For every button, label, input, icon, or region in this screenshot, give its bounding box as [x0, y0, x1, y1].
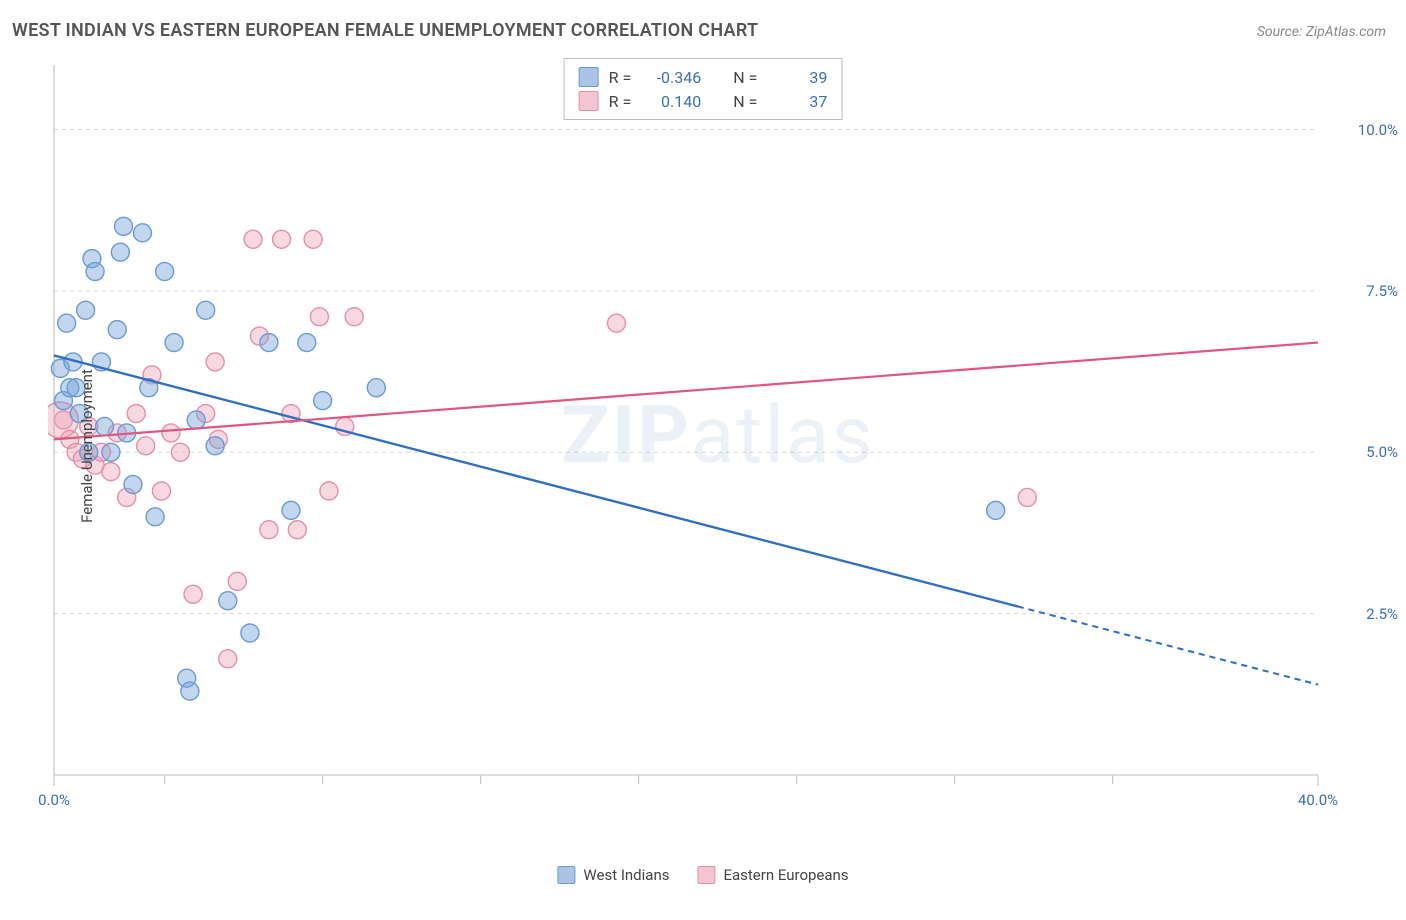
- stats-n-value-eastern-europeans: 37: [767, 92, 827, 111]
- scatter-chart-svg: [48, 55, 1388, 815]
- y-tick-label: 7.5%: [1366, 282, 1398, 300]
- plot-area: ZIPatlas: [48, 55, 1388, 815]
- stats-r-label: R =: [609, 92, 632, 111]
- stats-row-west-indians: R = -0.346 N = 39: [579, 65, 828, 89]
- legend-swatch-west-indians: [557, 866, 575, 884]
- chart-title: WEST INDIAN VS EASTERN EUROPEAN FEMALE U…: [12, 20, 758, 41]
- stats-r-label: R =: [609, 68, 632, 87]
- stats-swatch-eastern-europeans: [579, 91, 599, 111]
- stats-n-label: N =: [733, 68, 757, 87]
- y-tick-label: 2.5%: [1366, 605, 1398, 623]
- stats-swatch-west-indians: [579, 67, 599, 87]
- legend-item-west-indians: West Indians: [557, 866, 669, 884]
- x-tick-label: 40.0%: [1298, 791, 1338, 920]
- source-attribution: Source: ZipAtlas.com: [1257, 24, 1386, 40]
- legend-swatch-eastern-europeans: [697, 866, 715, 884]
- legend-item-eastern-europeans: Eastern Europeans: [697, 866, 848, 884]
- legend-label-west-indians: West Indians: [583, 866, 669, 884]
- stats-n-value-west-indians: 39: [767, 68, 827, 87]
- correlation-stats-box: R = -0.346 N = 39 R = 0.140 N = 37: [564, 58, 843, 120]
- stats-r-value-west-indians: -0.346: [641, 68, 701, 87]
- legend: West Indians Eastern Europeans: [557, 866, 848, 884]
- legend-label-eastern-europeans: Eastern Europeans: [723, 866, 848, 884]
- y-tick-label: 5.0%: [1366, 443, 1398, 461]
- y-tick-label: 10.0%: [1358, 121, 1398, 139]
- y-axis-label: Female Unemployment: [78, 369, 96, 523]
- stats-row-eastern-europeans: R = 0.140 N = 37: [579, 89, 828, 113]
- stats-n-label: N =: [733, 92, 757, 111]
- x-tick-label: 0.0%: [38, 791, 70, 920]
- stats-r-value-eastern-europeans: 0.140: [641, 92, 701, 111]
